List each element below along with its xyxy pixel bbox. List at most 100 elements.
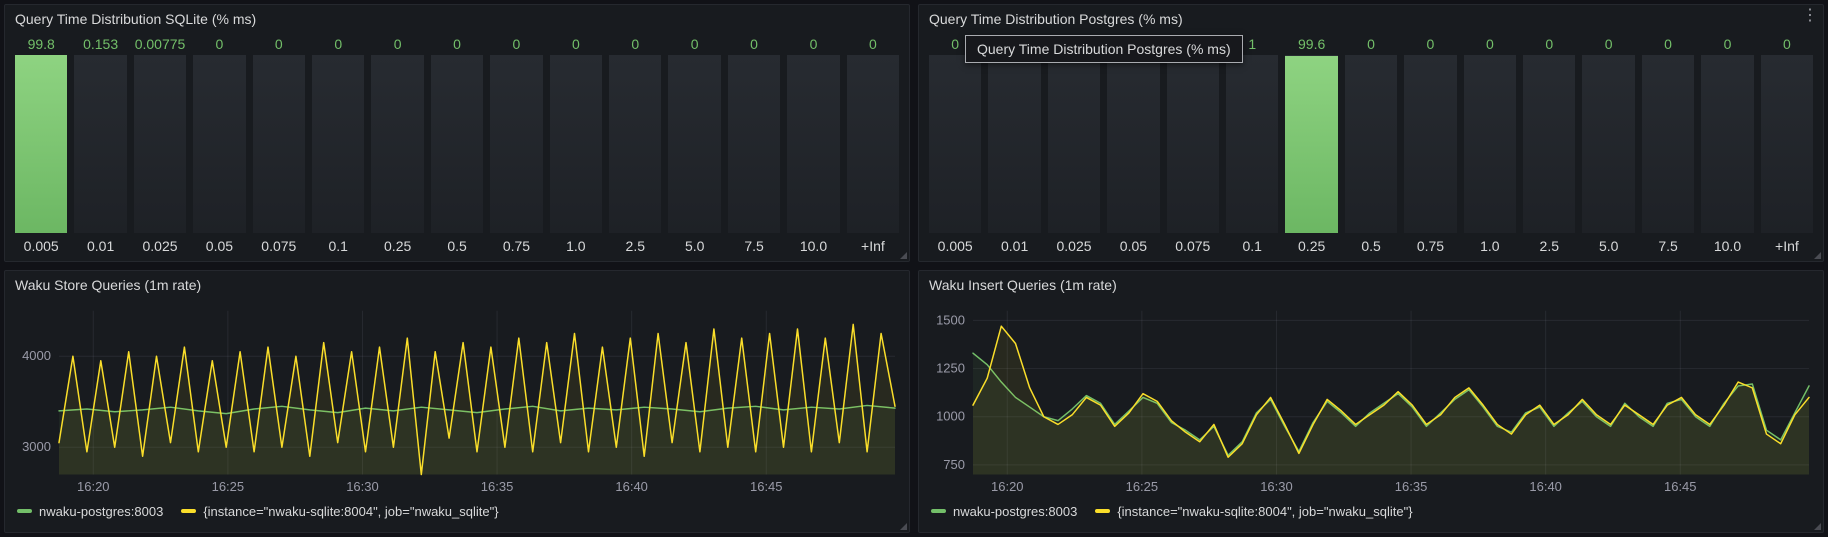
bar-column: 1 0.1 bbox=[1226, 33, 1279, 259]
legend-item[interactable]: nwaku-postgres:8003 bbox=[17, 504, 163, 519]
postgres-bar-gauge: 0 0.005 0.01 0.025 0.05 0.075 1 0.1 99.6 0.25 0 0.5… bbox=[919, 33, 1823, 261]
panel-title[interactable]: Waku Store Queries (1m rate) bbox=[15, 277, 202, 293]
bar-column: 0 2.5 bbox=[1523, 33, 1576, 259]
bar-track bbox=[1344, 55, 1398, 233]
legend-item[interactable]: nwaku-postgres:8003 bbox=[931, 504, 1077, 519]
panel-header: Waku Insert Queries (1m rate) bbox=[919, 271, 1823, 299]
panel-header: Query Time Distribution SQLite (% ms) bbox=[5, 5, 909, 33]
x-axis-tick-label: 16:45 bbox=[750, 479, 783, 494]
panel-header: Query Time Distribution Postgres (% ms) bbox=[919, 5, 1823, 33]
y-axis-tick-label: 1500 bbox=[936, 312, 965, 327]
bar-value-label: 99.8 bbox=[27, 36, 55, 52]
bar-value-label: 0 bbox=[951, 36, 960, 52]
bar-column: 0 0.5 bbox=[1344, 33, 1398, 259]
bar-value-label: 0 bbox=[631, 36, 640, 52]
store-queries-chart: 3000 4000 16:20 16:25 16:30 16:35 16:40 16:45 bbox=[22, 310, 896, 494]
bucket-label: 0.025 bbox=[1056, 238, 1092, 254]
bucket-label: 2.5 bbox=[1539, 238, 1559, 254]
bar-column: 99.8 0.005 bbox=[15, 33, 68, 259]
bar-value-label: 0 bbox=[1604, 36, 1613, 52]
legend-series-swatch bbox=[17, 509, 32, 513]
y-axis-tick-label: 4000 bbox=[22, 348, 51, 363]
bar-column: 0 7.5 bbox=[727, 33, 781, 259]
bar-track bbox=[371, 55, 424, 233]
bar-column: 0 1.0 bbox=[1463, 33, 1517, 259]
legend-series-label: nwaku-postgres:8003 bbox=[953, 503, 1078, 519]
bar-track bbox=[668, 55, 721, 233]
legend-item[interactable]: {instance="nwaku-sqlite:8004", job="nwak… bbox=[181, 504, 499, 519]
panel-title[interactable]: Query Time Distribution SQLite (% ms) bbox=[15, 11, 257, 27]
bar-value-label: 0 bbox=[690, 36, 699, 52]
panel-title[interactable]: Query Time Distribution Postgres (% ms) bbox=[929, 11, 1183, 27]
bar-column: 0.05 bbox=[1107, 33, 1160, 259]
bar-track bbox=[1107, 55, 1160, 233]
bar-track bbox=[1285, 55, 1338, 233]
bar-column: 0 1.0 bbox=[549, 33, 603, 259]
bar-value-label: 0 bbox=[334, 36, 343, 52]
x-axis-tick-label: 16:30 bbox=[1260, 479, 1293, 494]
bar-track bbox=[1226, 55, 1279, 233]
bar-track bbox=[193, 55, 246, 233]
panel-menu-icon[interactable]: ⋮ bbox=[1802, 7, 1818, 24]
bar-track bbox=[430, 55, 484, 233]
bucket-label: 0.075 bbox=[261, 238, 297, 254]
bucket-label: 0.05 bbox=[205, 238, 234, 254]
y-axis-tick-label: 1000 bbox=[936, 409, 965, 424]
panel-query-time-postgres: Query Time Distribution Postgres (% ms) … bbox=[918, 4, 1824, 262]
bar-value-label: 0 bbox=[512, 36, 521, 52]
bar-column: 0 5.0 bbox=[1582, 33, 1635, 259]
bar-column: 0.01 bbox=[988, 33, 1041, 259]
bar-track bbox=[929, 55, 982, 233]
bar-column: 0 2.5 bbox=[609, 33, 662, 259]
panel-waku-insert-queries: Waku Insert Queries (1m rate) 750 1000 125… bbox=[918, 270, 1824, 533]
panel-title[interactable]: Waku Insert Queries (1m rate) bbox=[929, 277, 1117, 293]
bar-column: 0 10.0 bbox=[1701, 33, 1754, 259]
x-axis-tick-label: 16:35 bbox=[1395, 479, 1428, 494]
chart-legend: nwaku-postgres:8003 {instance="nwaku-sqli… bbox=[5, 496, 909, 532]
x-axis-tick-label: 16:20 bbox=[77, 479, 110, 494]
bar-track bbox=[1701, 55, 1754, 233]
x-axis-tick-label: 16:35 bbox=[481, 479, 514, 494]
bar-column: 0.00775 0.025 bbox=[133, 33, 187, 259]
chart-body: 3000 4000 16:20 16:25 16:30 16:35 16:40 16:45 bbox=[5, 299, 909, 496]
bucket-label: 0.025 bbox=[142, 238, 178, 254]
bar-fill bbox=[15, 55, 68, 233]
bar-value-label: 1 bbox=[1248, 36, 1257, 52]
bucket-label: 0.75 bbox=[1416, 238, 1445, 254]
bar-track bbox=[490, 55, 543, 233]
bucket-label: 7.5 bbox=[744, 238, 764, 254]
y-axis-tick-label: 1250 bbox=[936, 361, 965, 376]
legend-item[interactable]: {instance="nwaku-sqlite:8004", job="nwak… bbox=[1095, 504, 1413, 519]
bar-value-label: 0 bbox=[453, 36, 461, 52]
bar-value-label: 0 bbox=[1545, 36, 1554, 52]
sqlite-bar-gauge: 99.8 0.005 0.153 0.01 0.00775 0.025 0 0.05 0 0.07… bbox=[5, 33, 909, 261]
insert-queries-chart: 750 1000 1250 1500 16:20 16:25 16:30 16:35 16:40… bbox=[936, 310, 1810, 494]
series-line bbox=[972, 325, 1810, 458]
bucket-label: 0.005 bbox=[23, 238, 59, 254]
chart-body: 750 1000 1250 1500 16:20 16:25 16:30 16:35 16:40… bbox=[919, 299, 1823, 496]
x-axis-tick-label: 16:30 bbox=[346, 479, 379, 494]
bucket-label: 0.075 bbox=[1175, 238, 1211, 254]
bar-column: 0 0.05 bbox=[193, 33, 246, 259]
bucket-label: 2.5 bbox=[625, 238, 645, 254]
bar-value-label: 0.153 bbox=[83, 36, 119, 52]
x-axis-tick-label: 16:20 bbox=[991, 479, 1024, 494]
bucket-label: 0.1 bbox=[1242, 238, 1262, 254]
series-area bbox=[59, 405, 895, 475]
bar-column: 0.075 bbox=[1166, 33, 1220, 259]
bucket-label: 0.5 bbox=[447, 238, 467, 254]
bar-value-label: 0 bbox=[1485, 36, 1494, 52]
bar-value-label: 0 bbox=[215, 36, 224, 52]
bar-track bbox=[252, 55, 306, 233]
bar-track bbox=[1166, 55, 1220, 233]
bar-value-label: 0 bbox=[571, 36, 580, 52]
bucket-label: 0.005 bbox=[937, 238, 973, 254]
x-axis-tick-label: 16:45 bbox=[1664, 479, 1697, 494]
bar-value-label: 0 bbox=[393, 36, 402, 52]
panel-waku-store-queries: Waku Store Queries (1m rate) 3000 4000 16:… bbox=[4, 270, 910, 533]
bucket-label: 0.01 bbox=[86, 238, 115, 254]
bar-value-label: 0 bbox=[809, 36, 818, 52]
bar-column: 0 5.0 bbox=[668, 33, 721, 259]
bucket-label: 7.5 bbox=[1658, 238, 1678, 254]
